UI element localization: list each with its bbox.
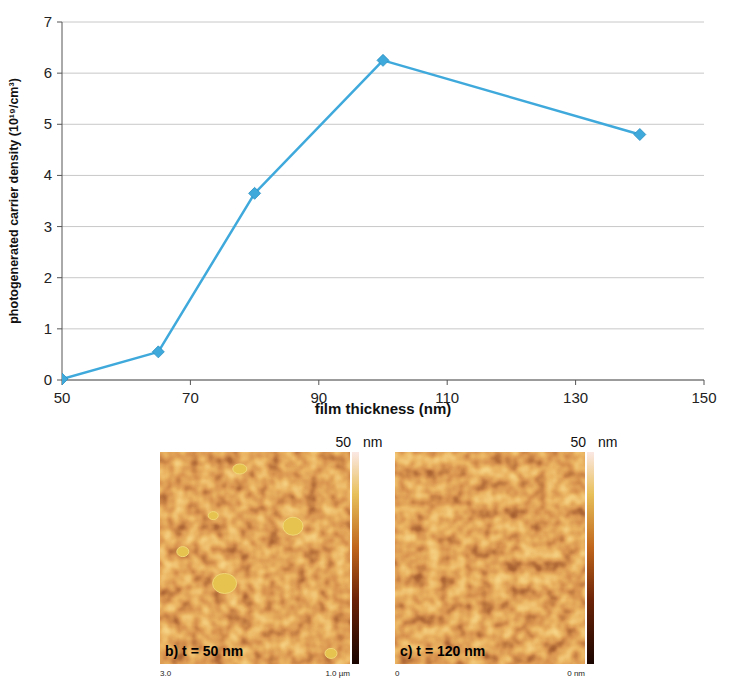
y-tick-label: 5: [44, 115, 52, 132]
grid-line: [62, 328, 704, 329]
scale-label: 1.0 µm: [325, 669, 350, 678]
data-point: [62, 373, 68, 385]
afm-grain: [233, 464, 247, 474]
x-axis-title: film thickness (nm): [315, 400, 452, 417]
y-axis: [62, 22, 63, 380]
x-tick: [447, 380, 448, 385]
afm-grain: [283, 517, 303, 535]
y-tick: [57, 277, 62, 278]
colorbar-unit: nm: [363, 434, 382, 450]
y-tick-label: 1: [44, 320, 52, 337]
grid-line: [62, 277, 704, 278]
colorbar-label: 50: [335, 434, 351, 450]
afm-panel: 50 nm c) t = 120 nm 0 0 nm: [395, 434, 617, 678]
colorbar-unit: nm: [598, 434, 617, 450]
grid-line: [62, 226, 704, 227]
data-point: [152, 346, 164, 358]
y-tick: [57, 328, 62, 329]
y-tick: [57, 124, 62, 125]
grid-line: [62, 175, 704, 176]
x-tick-label: 50: [54, 389, 71, 406]
y-tick: [57, 380, 62, 381]
y-tick-label: 3: [44, 218, 52, 235]
colorbar-label: 50: [570, 434, 586, 450]
afm-image: [160, 452, 350, 664]
y-axis-title: photogenerated carrier density (10¹⁹/cm³…: [7, 78, 21, 324]
data-point: [377, 54, 389, 66]
colorbar: [352, 452, 359, 664]
scale-label: 3.0: [160, 669, 172, 678]
scale-label: 0: [395, 669, 400, 678]
afm-panel: 50 nm b) t = 50 nm 3.0 1.0 µm: [160, 434, 382, 678]
afm-image: [395, 452, 585, 664]
y-tick-label: 4: [44, 166, 52, 183]
scale-label: 0 nm: [567, 669, 585, 678]
grid-line: [62, 380, 704, 381]
data-point: [634, 129, 646, 141]
grid: [57, 22, 704, 380]
data-line: [62, 60, 640, 379]
x-tick-label: 150: [691, 389, 716, 406]
grid-line: [62, 22, 704, 23]
afm-grain: [177, 547, 189, 557]
data-point: [249, 187, 261, 199]
afm-grain: [213, 573, 237, 593]
panel-label: b) t = 50 nm: [165, 643, 243, 659]
y-tick: [57, 226, 62, 227]
y-tick: [57, 22, 62, 23]
x-tick-label: 130: [563, 389, 588, 406]
x-tick: [704, 380, 705, 385]
series: [62, 54, 646, 385]
panel-label: c) t = 120 nm: [400, 643, 485, 659]
x-tick: [318, 380, 319, 385]
afm-grain: [208, 512, 218, 520]
y-tick-label: 2: [44, 269, 52, 286]
colorbar: [587, 452, 594, 664]
grid-line: [62, 73, 704, 74]
y-tick: [57, 175, 62, 176]
y-tick-label: 7: [44, 13, 52, 30]
x-tick-label: 70: [182, 389, 199, 406]
x-tick: [190, 380, 191, 385]
y-tick: [57, 73, 62, 74]
x-axis: [62, 380, 704, 381]
y-tick-label: 0: [44, 371, 52, 388]
afm-grain: [325, 648, 337, 658]
x-tick: [575, 380, 576, 385]
y-tick-label: 6: [44, 64, 52, 81]
figure: 01234567507090110130150film thickness (n…: [0, 0, 731, 688]
